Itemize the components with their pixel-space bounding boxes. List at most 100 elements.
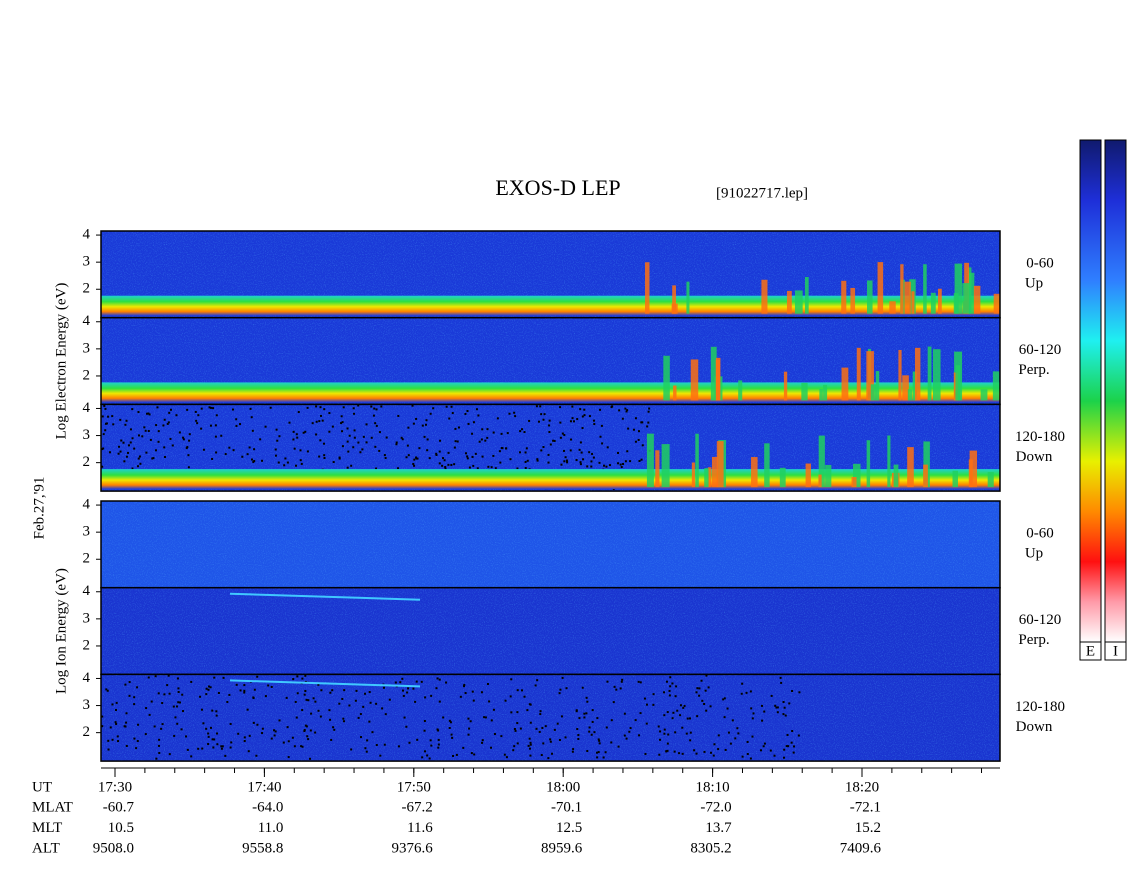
spectrogram-dropout [441,464,444,467]
spectrogram-burst [955,365,961,401]
spectrogram-dropout [307,738,310,741]
panel-label: 60-120 [1019,612,1062,628]
spectrogram-dropout [346,427,349,430]
spectrogram-dropout [615,688,618,691]
spectrogram-dropout [247,750,250,753]
ephemeris-value: -72.1 [850,799,881,815]
spectrogram-burst [875,371,880,401]
spectrogram-dropout [181,693,184,696]
spectrogram-texture [101,501,1000,588]
spectrogram-dropout [128,694,131,697]
spectrogram-dropout [729,742,732,745]
spectrogram-dropout [352,407,355,410]
spectrogram-dropout [513,727,516,730]
panel-label: 120-180 [1015,699,1065,715]
x-tick-label: 17:40 [247,779,281,795]
spectrogram-dropout [315,420,318,423]
spectrogram-dropout [157,440,160,443]
spectrogram-dropout [499,461,502,464]
spectrogram-dropout [413,464,416,467]
spectrogram-dropout [620,680,623,683]
spectrogram-dropout [457,426,460,429]
spectrogram-dropout [343,720,346,723]
spectrogram-dropout [618,409,621,412]
spectrogram-dropout [129,441,132,444]
spectrogram-dropout [484,716,487,719]
spectrogram-dropout [534,684,537,687]
spectrogram-burst [851,477,857,488]
spectrogram-dropout [375,408,378,411]
spectrogram-dropout [556,722,559,725]
spectrogram-dropout [415,456,418,459]
spectrogram-dropout [317,683,320,686]
spectrogram-dropout [397,414,400,417]
spectrogram-dropout [329,691,332,694]
ephemeris-value: 11.6 [407,820,433,836]
spectrogram-dropout [388,698,391,701]
spectrogram-dropout [519,727,522,730]
spectrogram-dropout [282,741,285,744]
spectrogram-dropout [641,444,644,447]
spectrogram-dropout [559,406,562,409]
spectrogram-dropout [163,446,166,449]
spectrogram-dropout [679,714,682,717]
spectrogram-dropout [500,447,503,450]
panel-label: 0-60 [1026,255,1054,271]
spectrogram-burst [715,360,720,401]
spectrogram-dropout [122,441,125,444]
spectrogram-dropout [185,735,188,738]
spectrogram-dropout [177,687,180,690]
spectrogram-dropout [209,686,212,689]
spectrogram-dropout [101,725,104,728]
spectrogram-dropout [101,715,104,718]
spectrogram-dropout [365,441,368,444]
spectrogram-dropout [509,458,512,461]
spectrogram-dropout [250,458,253,461]
spectrogram-dropout [465,452,468,455]
spectrogram-dropout [378,431,381,434]
spectrogram-burst [779,467,786,488]
spectrogram-dropout [639,712,642,715]
spectrogram-dropout [412,687,415,690]
spectrogram-dropout [405,456,408,459]
x-axis-label: UT [32,779,52,795]
spectrogram-dropout [617,451,620,454]
spectrogram-dropout [577,737,580,740]
spectrogram-dropout [776,706,779,709]
spectrogram-dropout [537,420,540,423]
spectrogram-dropout [428,457,431,460]
spectrogram-dropout [136,465,139,468]
spectrogram-dropout [439,439,442,442]
spectrogram-dropout [208,685,211,688]
spectrogram-dropout [357,716,360,719]
spectrogram-dropout [124,725,127,728]
spectrogram-dropout [228,446,231,449]
spectrogram-dropout [637,430,640,433]
spectrogram-dropout [395,443,398,446]
spectrogram-dropout [338,457,341,460]
spectrogram-dropout [381,707,384,710]
spectrogram-dropout [303,693,306,696]
spectrogram-dropout [792,745,795,748]
spectrogram-dropout [304,690,307,693]
spectrogram-burst [887,435,891,488]
spectrogram-dropout [560,715,563,718]
spectrogram-dropout [293,447,296,450]
spectrogram-burst [954,263,963,314]
spectrogram-dropout [429,412,432,415]
spectrogram-dropout [211,738,214,741]
spectrogram-burst [661,444,670,488]
spectrogram-dropout [248,734,251,737]
spectrogram-dropout [412,422,415,425]
spectrogram-dropout [535,405,538,408]
subtitle: [91022717.lep] [716,185,808,201]
spectrogram-burst [968,272,975,314]
spectrogram-dropout [174,716,177,719]
spectrogram-dropout [647,410,650,413]
colorbar-label: I [1113,643,1118,659]
spectrogram-dropout [623,712,626,715]
ephemeris-value: 7409.6 [840,840,882,856]
spectrogram-dropout [596,717,599,720]
spectrogram-dropout [105,688,108,691]
spectrogram-dropout [186,408,189,411]
